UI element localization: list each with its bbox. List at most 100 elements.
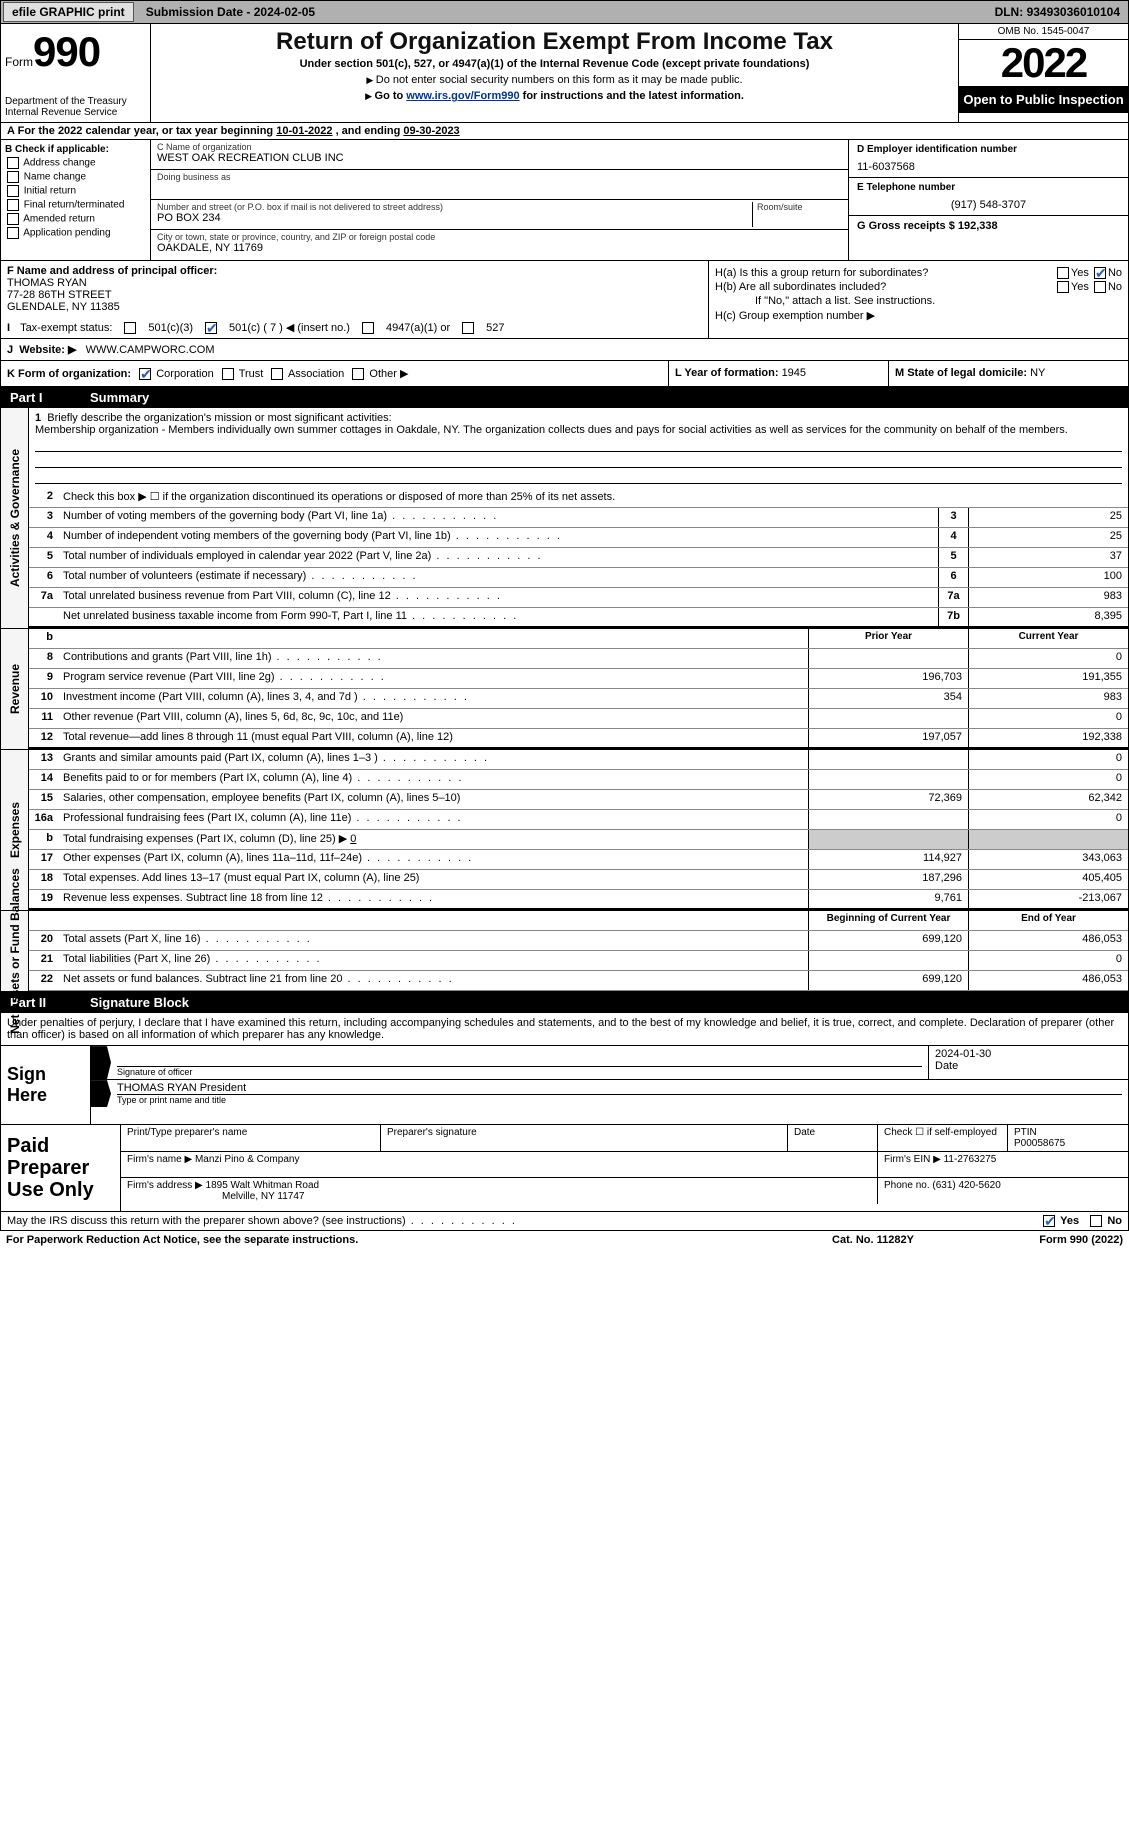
sign-here-block: Sign Here Signature of officer 2024-01-3… (0, 1046, 1129, 1125)
cb-501c-other[interactable] (205, 322, 217, 334)
line-16b: b Total fundraising expenses (Part IX, c… (29, 830, 1128, 850)
line-8: 8 Contributions and grants (Part VIII, l… (29, 649, 1128, 669)
form-subtitle: Under section 501(c), 527, or 4947(a)(1)… (159, 58, 950, 70)
firm-addr1: 1895 Walt Whitman Road (206, 1180, 320, 1191)
header-middle: Return of Organization Exempt From Incom… (151, 24, 958, 122)
cb-association[interactable] (271, 368, 283, 380)
irs-discuss-line: May the IRS discuss this return with the… (0, 1212, 1129, 1231)
cb-527[interactable] (462, 322, 474, 334)
cb-corporation[interactable] (139, 368, 151, 380)
firm-addr2: Melville, NY 11747 (222, 1191, 304, 1202)
part2-header: Part II Signature Block (0, 992, 1129, 1013)
cb-hb-no[interactable] (1094, 281, 1106, 293)
part1-header: Part I Summary (0, 387, 1129, 408)
section-expenses: Expenses 13 Grants and similar amounts p… (0, 750, 1129, 911)
cb-initial-return[interactable]: Initial return (5, 185, 146, 197)
box-m: M State of legal domicile: NY (888, 361, 1128, 386)
line-13: 13 Grants and similar amounts paid (Part… (29, 750, 1128, 770)
section-revenue: Revenue b Prior Year Current Year 8 Cont… (0, 629, 1129, 750)
ein: 11-6037568 (857, 161, 1120, 173)
form-header: Form990 Department of the Treasury Inter… (0, 24, 1129, 123)
line-19: 19 Revenue less expenses. Subtract line … (29, 890, 1128, 910)
cb-discuss-yes[interactable] (1043, 1215, 1055, 1227)
cb-discuss-no[interactable] (1090, 1215, 1102, 1227)
firm-ein: 11-2763275 (944, 1154, 997, 1165)
cb-hb-yes[interactable] (1057, 281, 1069, 293)
firm-name: Manzi Pino & Company (195, 1154, 300, 1165)
line-1: 1 Briefly describe the organization's mi… (29, 408, 1128, 488)
line-18: 18 Total expenses. Add lines 13–17 (must… (29, 870, 1128, 890)
col-headers: b Prior Year Current Year (29, 629, 1128, 649)
telephone: (917) 548-3707 (857, 199, 1120, 211)
vtab-revenue: Revenue (1, 629, 29, 749)
line-10: 10 Investment income (Part VIII, column … (29, 689, 1128, 709)
cb-address-change[interactable]: Address change (5, 157, 146, 169)
box-b: B Check if applicable: Address change Na… (1, 140, 151, 260)
city: OAKDALE, NY 11769 (157, 242, 842, 254)
form-label: Form (5, 55, 33, 69)
form-page: Form 990 (2022) (973, 1234, 1123, 1246)
topbar: efile GRAPHIC print Submission Date - 20… (0, 0, 1129, 24)
line-15: 15 Salaries, other compensation, employe… (29, 790, 1128, 810)
line-7b: Net unrelated business taxable income fr… (29, 608, 1128, 628)
cb-final-return[interactable]: Final return/terminated (5, 199, 146, 211)
line-4: 4 Number of independent voting members o… (29, 528, 1128, 548)
open-public: Open to Public Inspection (959, 86, 1128, 113)
cat-no: Cat. No. 11282Y (773, 1234, 973, 1246)
dept-treasury: Department of the Treasury (5, 96, 146, 107)
page-footer: For Paperwork Reduction Act Notice, see … (0, 1231, 1129, 1249)
box-k: K Form of organization: Corporation Trus… (1, 361, 668, 386)
instruction-1: Do not enter social security numbers on … (159, 74, 950, 86)
cb-501c3[interactable] (124, 322, 136, 334)
gross-receipts: G Gross receipts $ 192,338 (857, 220, 998, 232)
line-20: 20 Total assets (Part X, line 16) 699,12… (29, 931, 1128, 951)
entity-block: B Check if applicable: Address change Na… (0, 140, 1129, 261)
header-left: Form990 Department of the Treasury Inter… (1, 24, 151, 122)
cb-ha-yes[interactable] (1057, 267, 1069, 279)
fundraising-total: 0 (350, 833, 356, 845)
na-col-headers: Beginning of Current Year End of Year (29, 911, 1128, 931)
line-22: 22 Net assets or fund balances. Subtract… (29, 971, 1128, 991)
website-value: WWW.CAMPWORC.COM (86, 344, 215, 356)
line-11: 11 Other revenue (Part VIII, column (A),… (29, 709, 1128, 729)
cb-ha-no[interactable] (1094, 267, 1106, 279)
line-9: 9 Program service revenue (Part VIII, li… (29, 669, 1128, 689)
irs-label: Internal Revenue Service (5, 107, 146, 118)
cb-amended-return[interactable]: Amended return (5, 213, 146, 225)
box-h: H(a) Is this a group return for subordin… (708, 261, 1128, 338)
website-line: J Website: ▶ WWW.CAMPWORC.COM (0, 339, 1129, 361)
ptin: P00058675 (1014, 1138, 1065, 1149)
mission-text: Membership organization - Members indivi… (35, 424, 1068, 436)
sign-date: 2024-01-30 (935, 1048, 1122, 1060)
tax-exempt-line: I Tax-exempt status: 501(c)(3) 501(c) ( … (7, 321, 702, 334)
arrow-icon (91, 1046, 111, 1079)
line-17: 17 Other expenses (Part IX, column (A), … (29, 850, 1128, 870)
omb-number: OMB No. 1545-0047 (959, 24, 1128, 40)
dln: DLN: 93493036010104 (987, 5, 1128, 19)
cb-name-change[interactable]: Name change (5, 171, 146, 183)
section-activities: Activities & Governance 1 Briefly descri… (0, 408, 1129, 629)
form-title: Return of Organization Exempt From Incom… (159, 28, 950, 56)
box-d: D Employer identification number 11-6037… (848, 140, 1128, 260)
box-l: L Year of formation: 1945 (668, 361, 888, 386)
line-2: 2 Check this box ▶ ☐ if the organization… (29, 488, 1128, 508)
submission-date: Submission Date - 2024-02-05 (136, 5, 325, 19)
vtab-activities: Activities & Governance (1, 408, 29, 628)
efile-button[interactable]: efile GRAPHIC print (3, 2, 134, 22)
fh-block: F Name and address of principal officer:… (0, 261, 1129, 339)
calendar-line: A For the 2022 calendar year, or tax yea… (0, 123, 1129, 140)
cb-trust[interactable] (222, 368, 234, 380)
line-21: 21 Total liabilities (Part X, line 26) 0 (29, 951, 1128, 971)
form-number: 990 (33, 28, 100, 75)
cb-4947[interactable] (362, 322, 374, 334)
irs-link[interactable]: www.irs.gov/Form990 (406, 90, 519, 102)
cb-application-pending[interactable]: Application pending (5, 227, 146, 239)
paid-preparer-label: Paid Preparer Use Only (1, 1125, 121, 1211)
line-3: 3 Number of voting members of the govern… (29, 508, 1128, 528)
section-netassets: Net Assets or Fund Balances Beginning of… (0, 911, 1129, 992)
officer-print-name: THOMAS RYAN President (117, 1082, 1122, 1094)
paid-preparer-block: Paid Preparer Use Only Print/Type prepar… (0, 1125, 1129, 1212)
arrow-icon (91, 1080, 111, 1107)
officer-city: GLENDALE, NY 11385 (7, 301, 120, 313)
cb-other[interactable] (352, 368, 364, 380)
